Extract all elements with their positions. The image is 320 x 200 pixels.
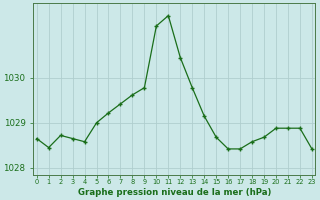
X-axis label: Graphe pression niveau de la mer (hPa): Graphe pression niveau de la mer (hPa)	[78, 188, 271, 197]
